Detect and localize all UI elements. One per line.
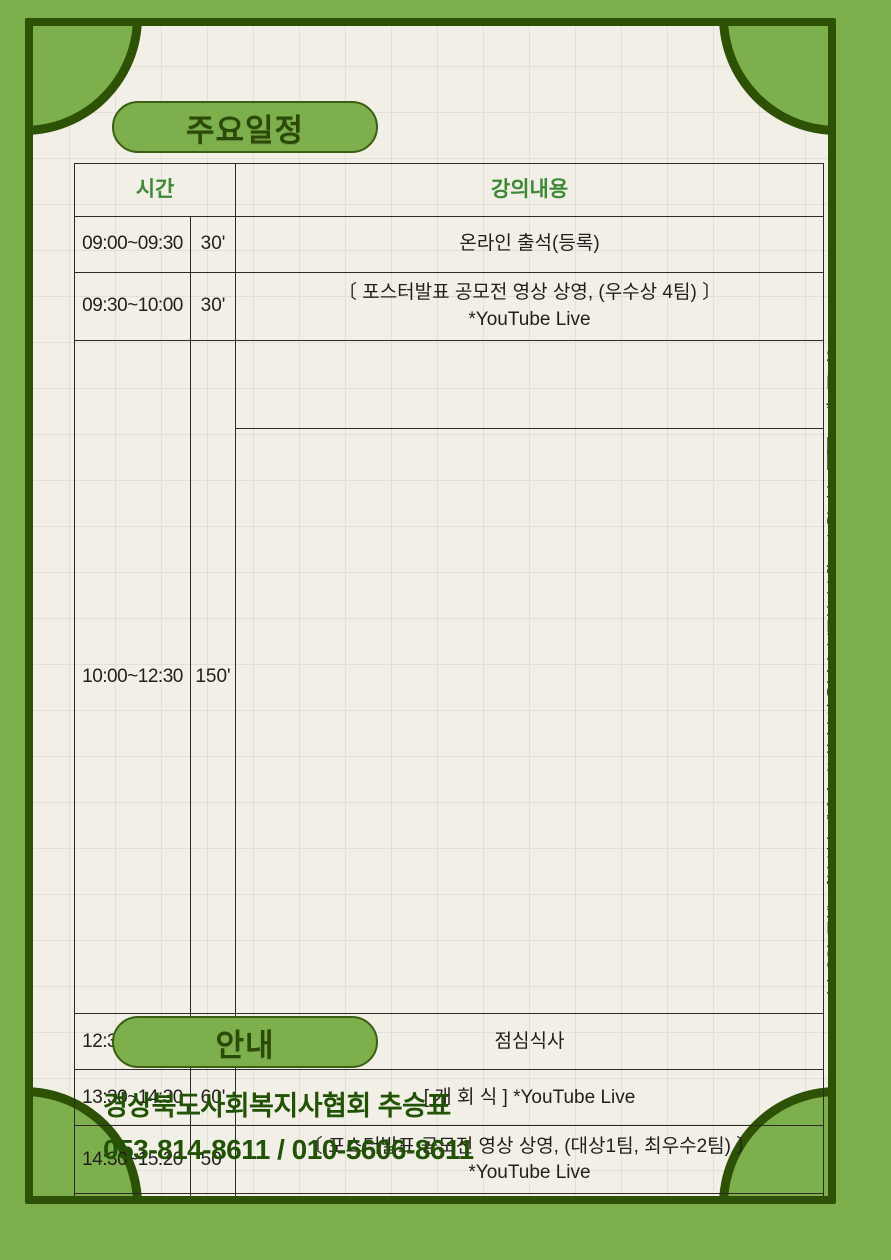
table-header-row: 시간 강의내용 — [73, 163, 825, 217]
section-title-info: 안내 — [112, 1016, 378, 1068]
cell-time: 09:00~09:30 — [74, 216, 191, 273]
table-row-session-body: [인권동아리 ‘인스타’]모두들 위한사회복지현장의 인권[문서의신]사회복지사… — [75, 427, 828, 1014]
info-phone[interactable]: 053-814-8611 / 010-5606-8611 — [103, 1134, 474, 1165]
cell-duration: 150' — [189, 339, 237, 1015]
cell-content: 휴식 및 각 Session 이동 — [235, 1193, 825, 1196]
cell-duration: 30' — [189, 216, 237, 273]
column-header-time: 시간 — [73, 163, 237, 217]
cell-time: 09:30~10:00 — [74, 272, 191, 341]
poster-panel: 주요일정 시간 강의내용 09:00~09:30 30' 온라인 출석(등록) 09:30… — [33, 26, 828, 1196]
session-spacer-cell — [235, 340, 825, 429]
info-organization: 경상북도사회복지사협회 추승표 — [103, 1091, 451, 1121]
table-row: 15:20~15:3010'휴식 및 각 Session 이동 — [74, 1193, 825, 1196]
schedule-table: 시간 강의내용 09:00~09:30 30' 온라인 출석(등록) 09:30~10:0… — [73, 163, 828, 1196]
table-row: 09:30~10:00 30' 〔 포스터발표 공모전 영상 상영, (우수상 4팀… — [74, 272, 825, 341]
column-header-content: 강의내용 — [235, 163, 825, 217]
cell-duration: 50' — [189, 1125, 237, 1195]
table-row: 13:30~14:30 60'[ 개 회 식 ] *YouTube Live — [74, 1069, 825, 1127]
cell-content: 온라인 출석(등록) — [235, 216, 825, 273]
table-row: 09:00~09:30 30' 온라인 출석(등록) — [74, 216, 825, 273]
session-spacer-cell — [235, 427, 825, 1014]
cell-duration: 30' — [189, 272, 237, 341]
section-title-schedule: 주요일정 — [112, 101, 378, 153]
cell-time: 13:30~14:30 — [74, 1069, 191, 1127]
cell-time: 10:00~12:30 — [74, 339, 191, 1015]
cell-time: 15:20~15:30 — [74, 1193, 191, 1196]
cell-content: 〔 포스터발표 공모전 영상 상영, (우수상 4팀) 〕 *YouTube Li… — [235, 272, 825, 341]
cell-content: 〔 포스터발표 공모전 영상 상영, (대상1팀, 최우수2팀) 〕 *YouTu… — [235, 1125, 825, 1195]
cell-content: [ 개 회 식 ] *YouTube Live — [235, 1069, 825, 1127]
cell-duration: 10' — [189, 1193, 237, 1196]
poster-content: 주요일정 시간 강의내용 09:00~09:30 30' 온라인 출석(등록) 09:30… — [33, 26, 828, 1196]
